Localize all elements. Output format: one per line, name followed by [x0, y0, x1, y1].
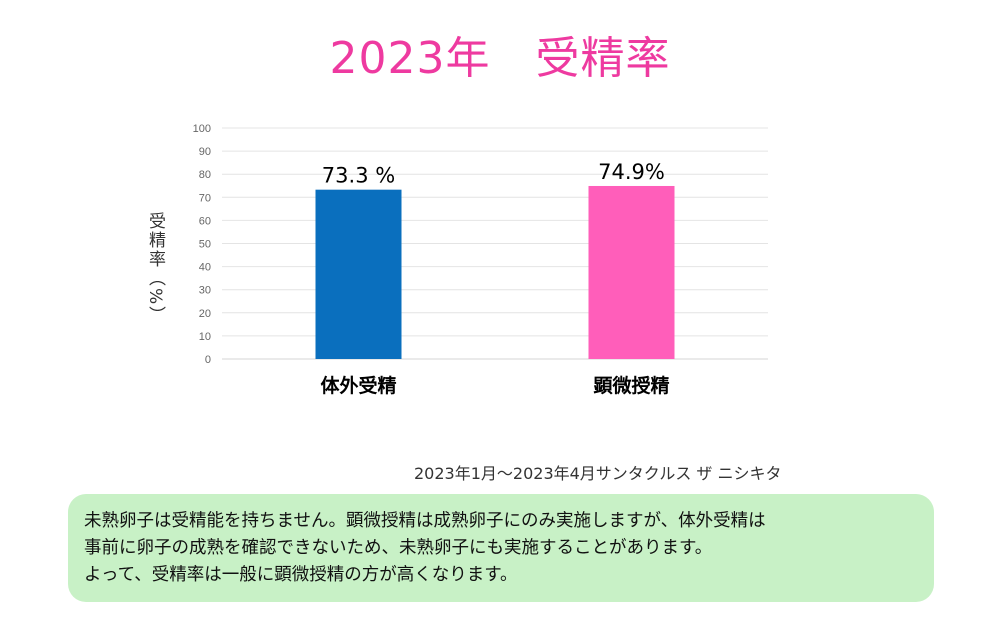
note-line-1: 未熟卵子は受精能を持ちません。顕微授精は成熟卵子にのみ実施しますが、体外受精は — [84, 511, 766, 531]
y-tick-label: 20 — [199, 308, 211, 320]
bar-1 — [315, 189, 402, 359]
chart-title: 2023年 受精率 — [329, 33, 671, 84]
data-label: 73.3 % — [322, 164, 395, 188]
y-tick-label: 90 — [199, 146, 211, 158]
y-tick-label: 30 — [199, 285, 211, 297]
note-line-3: よって、受精率は一般に顕微授精の方が高くなります。 — [84, 565, 518, 585]
y-tick-label: 10 — [199, 331, 211, 343]
data-label: 74.9% — [598, 160, 665, 184]
note-line-2: 事前に卵子の成熟を確認できないため、未熟卵子にも実施することがあります。 — [84, 538, 713, 558]
y-axis-label: 受精率（%） — [145, 212, 165, 326]
x-category-label: 体外受精 — [320, 374, 396, 397]
explanation-box: 未熟卵子は受精能を持ちません。顕微授精は成熟卵子にのみ実施しますが、体外受精は … — [68, 494, 934, 602]
y-tick-label: 60 — [199, 215, 211, 227]
data-source-note: 2023年1月～2023年4月サンタクルス ザ ニシキタ — [414, 464, 782, 483]
bar-chart: 0 10 20 30 40 50 60 70 80 90 100 73.3 % 体外受精 74.9% 顕微授… — [193, 123, 768, 397]
y-tick-label: 0 — [205, 354, 211, 366]
bar-2 — [588, 185, 675, 359]
x-category-label: 顕微授精 — [593, 374, 669, 397]
y-tick-label: 80 — [199, 169, 211, 181]
y-tick-label: 70 — [199, 192, 211, 204]
y-tick-label: 100 — [193, 123, 211, 135]
y-tick-label: 50 — [199, 239, 211, 251]
y-tick-label: 40 — [199, 262, 211, 274]
